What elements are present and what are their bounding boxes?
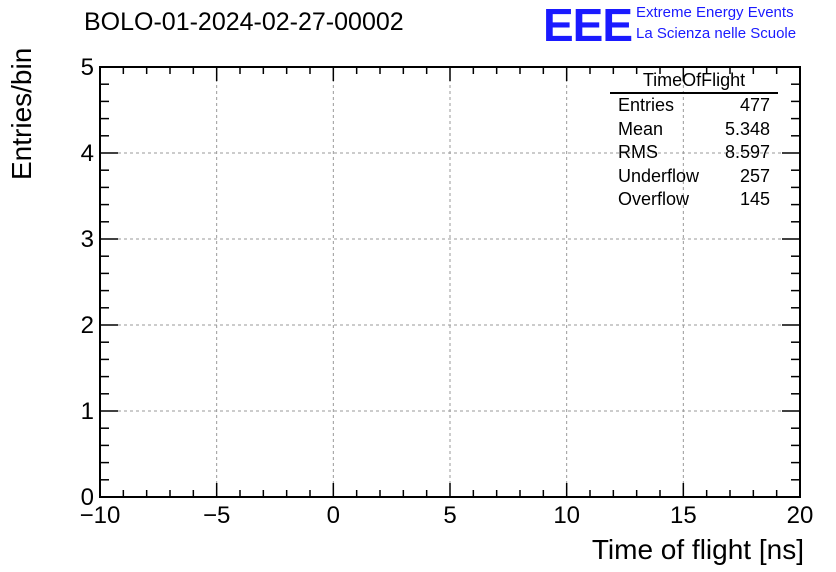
- x-tick-label: 0: [327, 502, 340, 529]
- x-tick-label: −10: [80, 502, 121, 529]
- stats-row: RMS 8.597: [610, 141, 778, 165]
- stats-row: Entries 477: [610, 94, 778, 118]
- y-tick-label: 1: [81, 398, 94, 425]
- y-tick-label: 3: [81, 226, 94, 253]
- axis-ticks: [99, 66, 801, 498]
- y-axis-label: Entries/bin: [6, 47, 37, 180]
- stats-value: 257: [739, 165, 770, 186]
- y-tick-label: 0: [81, 484, 94, 511]
- x-tick-label: 20: [787, 502, 814, 529]
- logo-subtitle-1: Extreme Energy Events: [636, 4, 794, 21]
- y-tick-label: 5: [81, 54, 94, 81]
- stats-row: Underflow 257: [610, 165, 778, 189]
- stats-label: Underflow: [618, 165, 700, 186]
- y-tick-label: 2: [81, 312, 94, 339]
- stats-box: TimeOfFlight Entries 477 Mean 5.348 RMS …: [610, 68, 778, 212]
- stats-value: 477: [739, 95, 770, 115]
- x-tick-label: 5: [443, 502, 456, 529]
- stats-value: 145: [739, 189, 770, 209]
- x-tick-label: −5: [203, 502, 230, 529]
- stats-label: Entries: [618, 95, 675, 115]
- y-tick-label: 4: [81, 140, 94, 167]
- plot-title: BOLO-01-2024-02-27-00002: [84, 8, 404, 36]
- stats-value: 5.348: [724, 118, 770, 139]
- x-axis-label: Time of flight [ns]: [591, 534, 804, 565]
- stats-value: 8.597: [724, 142, 770, 162]
- stats-row: Overflow 145: [610, 188, 778, 212]
- stats-label: Mean: [618, 118, 664, 139]
- eee-logo: EEE: [543, 0, 633, 51]
- stats-row: Mean 5.348: [610, 118, 778, 142]
- x-tick-label: 15: [670, 502, 697, 529]
- x-tick-label: 10: [553, 502, 580, 529]
- logo-subtitle-2: La Scienza nelle Scuole: [636, 25, 797, 42]
- stats-title: TimeOfFlight: [610, 68, 778, 94]
- stats-label: RMS: [618, 142, 658, 162]
- tick-labels: −10 −5 0 5 10 15 20 0 1 2 3 4 5: [80, 54, 814, 529]
- stats-label: Overflow: [618, 189, 690, 209]
- grid: [100, 67, 800, 497]
